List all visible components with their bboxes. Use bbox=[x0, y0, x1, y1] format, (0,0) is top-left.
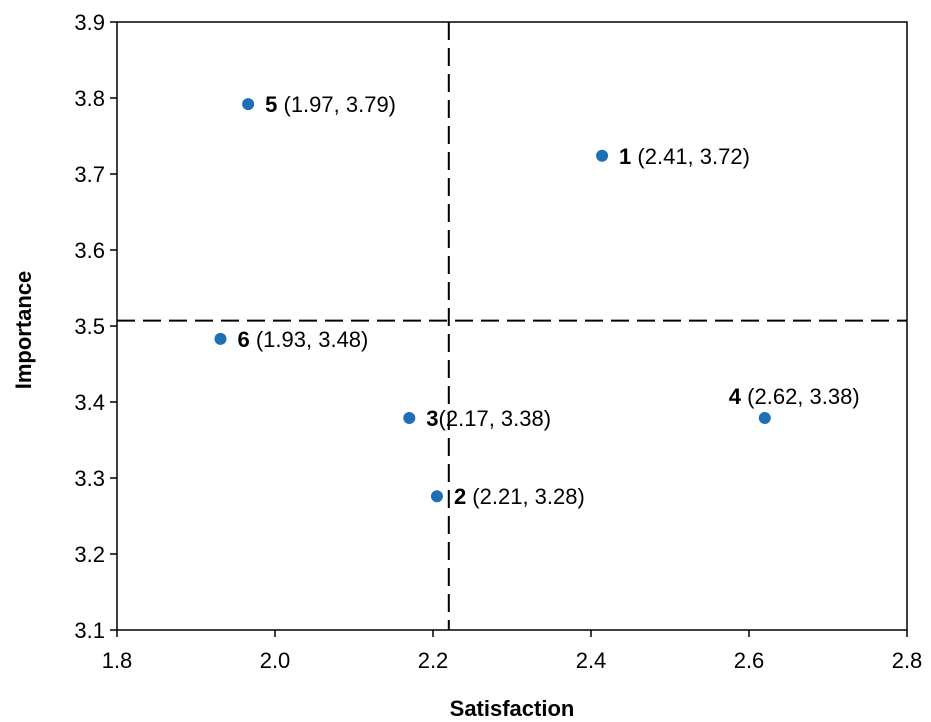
plot-area bbox=[116, 21, 908, 631]
data-point-1 bbox=[596, 149, 609, 162]
data-label-6: 6 (1.93, 3.48) bbox=[237, 327, 368, 352]
y-tick-label: 3.5 bbox=[74, 314, 105, 339]
data-label-id: 3 bbox=[426, 406, 438, 431]
data-label-5: 5 (1.97, 3.79) bbox=[265, 92, 396, 117]
data-label-id: 4 bbox=[729, 384, 742, 409]
data-label-coords: (1.93, 3.48) bbox=[250, 327, 369, 352]
y-tick-label: 3.9 bbox=[74, 10, 105, 35]
y-tick-label: 3.8 bbox=[74, 86, 105, 111]
x-axis-ticks: 1.8 2.0 2.2 2.4 2.6 2.8 bbox=[102, 630, 923, 673]
plot-border bbox=[116, 21, 908, 631]
data-label-coords: (2.17, 3.38) bbox=[439, 406, 552, 431]
data-label-id: 1 bbox=[619, 144, 631, 169]
data-point-6 bbox=[214, 332, 227, 345]
x-tick-label: 2.6 bbox=[734, 648, 765, 673]
y-tick-label: 3.7 bbox=[74, 162, 105, 187]
data-label-id: 2 bbox=[454, 484, 466, 509]
data-label-id: 6 bbox=[237, 327, 249, 352]
y-tick-label: 3.3 bbox=[74, 466, 105, 491]
data-label-1: 1 (2.41, 3.72) bbox=[619, 144, 750, 169]
data-label-coords: (2.41, 3.72) bbox=[631, 144, 750, 169]
data-point-5 bbox=[242, 98, 255, 111]
x-tick-label: 2.4 bbox=[576, 648, 607, 673]
reference-lines bbox=[117, 22, 907, 630]
data-points bbox=[214, 98, 771, 503]
x-tick-label: 2.8 bbox=[892, 648, 923, 673]
data-label-2: 2 (2.21, 3.28) bbox=[454, 484, 585, 509]
y-axis-title: Importance bbox=[11, 271, 36, 390]
y-tick-label: 3.2 bbox=[74, 542, 105, 567]
x-tick-label: 2.2 bbox=[418, 648, 449, 673]
x-tick-label: 1.8 bbox=[102, 648, 133, 673]
y-axis-ticks: 3.1 3.2 3.3 3.4 3.5 3.6 3.7 3.8 3.9 bbox=[74, 10, 117, 643]
data-point-3 bbox=[403, 411, 416, 424]
data-label-coords: (1.97, 3.79) bbox=[277, 92, 396, 117]
data-point-4 bbox=[758, 411, 771, 424]
y-tick-label: 3.6 bbox=[74, 238, 105, 263]
data-labels: 1 (2.41, 3.72) 2 (2.21, 3.28) 3(2.17, 3.38… bbox=[237, 92, 859, 509]
data-label-coords: (2.62, 3.38) bbox=[741, 384, 860, 409]
y-tick-label: 3.4 bbox=[74, 390, 105, 415]
data-label-3: 3(2.17, 3.38) bbox=[426, 406, 551, 431]
data-label-id: 5 bbox=[265, 92, 277, 117]
x-tick-label: 2.0 bbox=[260, 648, 291, 673]
data-label-coords: (2.21, 3.28) bbox=[466, 484, 585, 509]
y-tick-label: 3.1 bbox=[74, 618, 105, 643]
data-label-4: 4 (2.62, 3.38) bbox=[729, 384, 860, 409]
data-point-2 bbox=[430, 490, 443, 503]
x-axis-title: Satisfaction bbox=[450, 696, 575, 721]
